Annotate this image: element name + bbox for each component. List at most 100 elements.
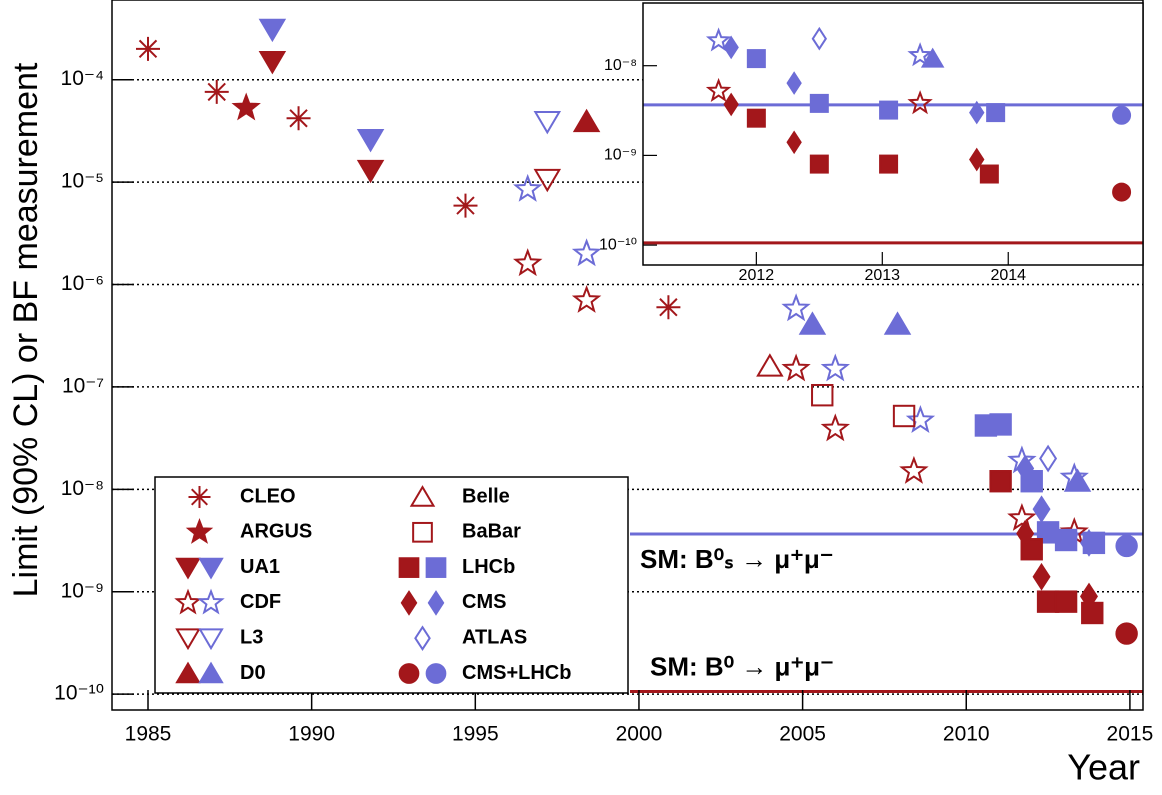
legend-marker xyxy=(198,661,224,684)
data-point xyxy=(356,159,385,184)
legend-marker xyxy=(400,590,418,616)
legend-label: CLEO xyxy=(240,485,296,507)
x-tick-label: 2005 xyxy=(779,723,826,746)
legend: CLEO ARGUS UA1 CDF L3 D0 Belle BaBar LHCb CMS ATLA… xyxy=(154,476,629,694)
data-point xyxy=(989,413,1012,436)
legend-marker xyxy=(175,628,201,651)
y-tick-label: 10⁻⁴ xyxy=(61,67,104,90)
data-point xyxy=(820,413,851,442)
data-point xyxy=(1016,519,1035,548)
legend-marker xyxy=(398,557,420,578)
inset-y-tick-label: 10⁻¹⁰ xyxy=(599,236,637,253)
data-point xyxy=(258,51,287,75)
inset-data-point xyxy=(809,154,829,174)
y-tick-label: 10⁻⁷ xyxy=(62,374,104,397)
data-point xyxy=(533,110,562,135)
data-point xyxy=(1032,495,1051,524)
inset-x-tick-label: 2014 xyxy=(990,267,1026,284)
data-point xyxy=(356,129,385,153)
data-point xyxy=(513,173,543,202)
legend-marker xyxy=(197,588,225,615)
inset-data-point xyxy=(746,49,766,69)
legend-marker xyxy=(174,588,202,615)
reference-label: SM: B⁰ₛ → μ⁺μ⁻ xyxy=(640,544,834,574)
inset-data-point xyxy=(907,90,933,115)
data-point xyxy=(231,92,261,121)
data-point xyxy=(756,353,784,377)
data-point xyxy=(512,248,543,277)
data-point xyxy=(1054,528,1078,552)
data-point xyxy=(258,18,287,43)
y-tick-label: 10⁻⁸ xyxy=(61,477,104,500)
legend-label: BaBar xyxy=(462,521,521,543)
data-point xyxy=(204,79,229,104)
legend-marker xyxy=(185,517,214,544)
data-point xyxy=(781,293,811,322)
legend-label: CDF xyxy=(240,591,281,613)
data-point xyxy=(892,404,916,428)
legend-label: L3 xyxy=(240,626,263,648)
inset-data-point xyxy=(705,77,732,103)
data-point xyxy=(571,238,602,267)
inset-data-point xyxy=(786,71,802,95)
plot-frame xyxy=(111,0,1144,711)
data-point xyxy=(1080,529,1098,557)
inset-data-point xyxy=(811,26,828,51)
data-point xyxy=(1080,582,1098,611)
inset-data-point xyxy=(907,42,933,67)
inset-data-point xyxy=(705,27,732,52)
x-tick-label: 2010 xyxy=(943,723,990,746)
inset-data-point xyxy=(986,103,1006,123)
inset-data-point xyxy=(746,108,766,128)
data-point xyxy=(286,106,311,131)
legend-label: ARGUS xyxy=(240,521,312,543)
inset-plot-area xyxy=(643,26,1143,245)
data-point xyxy=(905,405,936,434)
inset-data-point xyxy=(879,100,899,120)
legend-marker xyxy=(409,485,436,507)
data-point xyxy=(136,36,161,61)
y-tick-label: 10⁻¹⁰ xyxy=(54,682,104,705)
legend-marker xyxy=(175,661,201,684)
x-axis-title: Year xyxy=(1067,747,1140,788)
inset-data-point xyxy=(1112,105,1132,125)
legend-label: D0 xyxy=(240,662,266,684)
legend-box xyxy=(154,476,629,694)
inset-data-point xyxy=(786,130,802,155)
inset-data-point xyxy=(723,35,739,60)
legend-label: LHCb xyxy=(462,556,515,578)
legend-label: Belle xyxy=(462,485,510,507)
data-point xyxy=(1016,454,1035,483)
y-tick-label: 10⁻⁵ xyxy=(61,170,104,193)
inset-x-tick-label: 2013 xyxy=(864,267,900,284)
data-point xyxy=(453,193,478,218)
inset-y-tick-label: 10⁻⁹ xyxy=(604,147,637,164)
data-point xyxy=(533,168,562,193)
x-tick-label: 2000 xyxy=(616,723,663,746)
inset-y-tick-label: 10⁻⁸ xyxy=(604,57,637,74)
legend-label: UA1 xyxy=(240,556,280,578)
data-point xyxy=(811,383,834,407)
legend-marker xyxy=(175,557,201,580)
legend-marker xyxy=(198,628,224,651)
legend-marker xyxy=(412,521,433,543)
legend-marker xyxy=(427,590,445,616)
y-tick-label: 10⁻⁶ xyxy=(61,272,104,295)
data-point xyxy=(883,311,912,335)
data-point xyxy=(1054,590,1078,613)
data-point xyxy=(1081,601,1104,625)
x-tick-label: 1995 xyxy=(452,723,499,746)
inset-x-tick-label: 2012 xyxy=(739,267,775,284)
data-point xyxy=(1007,502,1037,531)
data-point xyxy=(820,353,851,382)
y-axis-title: Limit (90% CL) or BF measurement xyxy=(7,62,45,597)
data-point xyxy=(571,284,602,313)
plot-area xyxy=(136,18,1143,694)
data-point xyxy=(899,455,929,484)
inset-data-point xyxy=(969,100,985,125)
x-tick-label: 1985 xyxy=(125,723,172,746)
axes: 10⁻¹⁰ 10⁻⁹ 10⁻⁸ 10⁻⁷ 10⁻⁶ 10⁻⁵ 10⁻⁴ 1985 1990 199… xyxy=(54,67,1153,745)
legend-marker xyxy=(198,557,224,580)
x-tick-label: 1990 xyxy=(288,723,335,746)
